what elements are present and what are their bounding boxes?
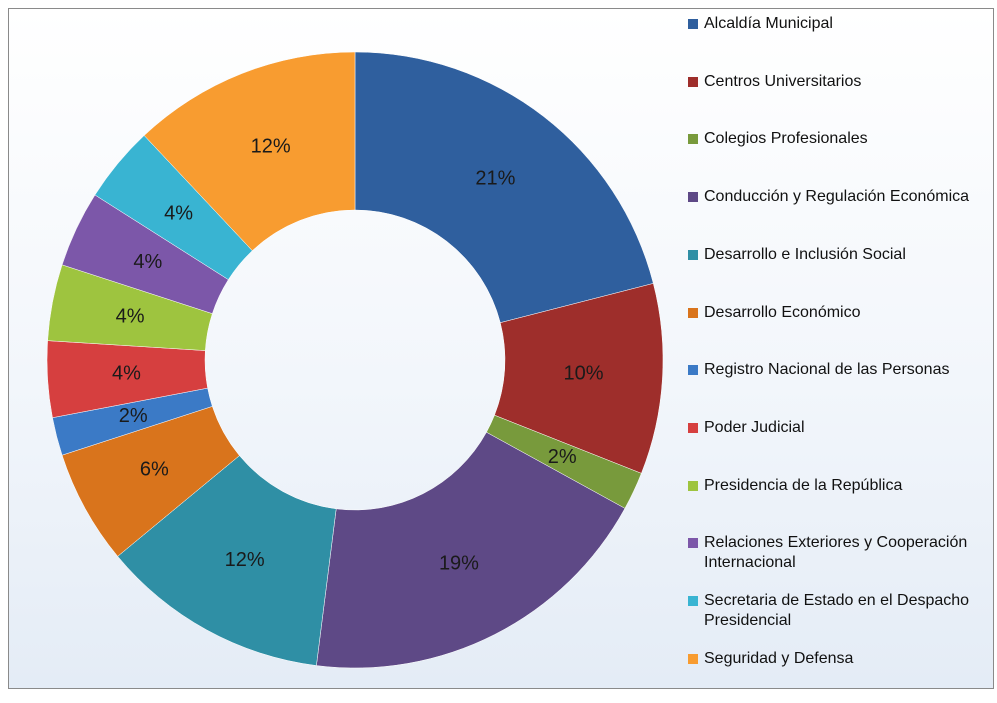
legend-swatch (688, 134, 698, 145)
legend-swatch (688, 307, 698, 318)
legend-swatch (688, 596, 698, 606)
legend-swatch (688, 19, 698, 29)
data-label: 2% (119, 405, 148, 427)
data-label: 6% (140, 459, 169, 481)
donut-slice (316, 431, 626, 669)
legend-item: Presidencia de la República (688, 476, 988, 496)
data-label: 19% (439, 552, 479, 574)
legend-item: Colegios Profesionales (688, 129, 988, 149)
data-label: 4% (112, 363, 141, 385)
legend-item: Poder Judicial (688, 418, 988, 438)
legend-swatch (688, 249, 698, 260)
legend-label: Secretaria de Estado en el Despacho Pres… (704, 592, 970, 629)
legend-item: Relaciones Exteriores y Cooperación Inte… (688, 533, 988, 573)
data-label: 4% (133, 251, 162, 273)
legend-label: Poder Judicial (704, 418, 805, 436)
donut-slice (354, 51, 654, 324)
data-label: 2% (548, 446, 577, 468)
legend-item: Registro Nacional de las Personas (688, 360, 988, 380)
legend-label: Relaciones Exteriores y Cooperación Inte… (704, 534, 968, 572)
legend-swatch (688, 192, 698, 203)
legend-item: Desarrollo Económico (688, 303, 988, 323)
legend-label: Colegios Profesionales (704, 130, 868, 148)
legend-swatch (688, 480, 698, 491)
legend-label: Conducción y Regulación Económica (704, 188, 970, 206)
legend-label: Seguridad y Defensa (704, 649, 854, 667)
legend-swatch (688, 422, 698, 433)
legend-label: Desarrollo e Inclusión Social (704, 245, 906, 263)
data-label: 21% (475, 167, 515, 189)
legend-label: Alcaldía Municipal (704, 15, 833, 32)
data-label: 10% (564, 363, 604, 385)
data-label: 12% (225, 549, 265, 571)
legend-item: Secretaria de Estado en el Despacho Pres… (688, 591, 988, 631)
legend-item: Seguridad y Defensa (688, 649, 988, 669)
legend-item: Conducción y Regulación Económica (688, 187, 988, 207)
data-label: 4% (116, 305, 145, 327)
legend-label: Desarrollo Económico (704, 303, 861, 321)
legend-swatch (688, 76, 698, 87)
legend-swatch (688, 653, 698, 664)
legend-swatch (688, 365, 698, 376)
data-label: 12% (251, 135, 291, 157)
legend-label: Centros Universitarios (704, 72, 862, 90)
legend-swatch (688, 538, 698, 549)
legend-label: Presidencia de la República (704, 476, 903, 494)
legend-item: Alcaldía Municipal (688, 14, 988, 34)
legend-item: Centros Universitarios (688, 72, 988, 92)
data-label: 4% (164, 202, 193, 224)
legend-item: Desarrollo e Inclusión Social (688, 245, 988, 265)
donut-slice (143, 51, 356, 252)
legend-label: Registro Nacional de las Personas (704, 361, 950, 379)
